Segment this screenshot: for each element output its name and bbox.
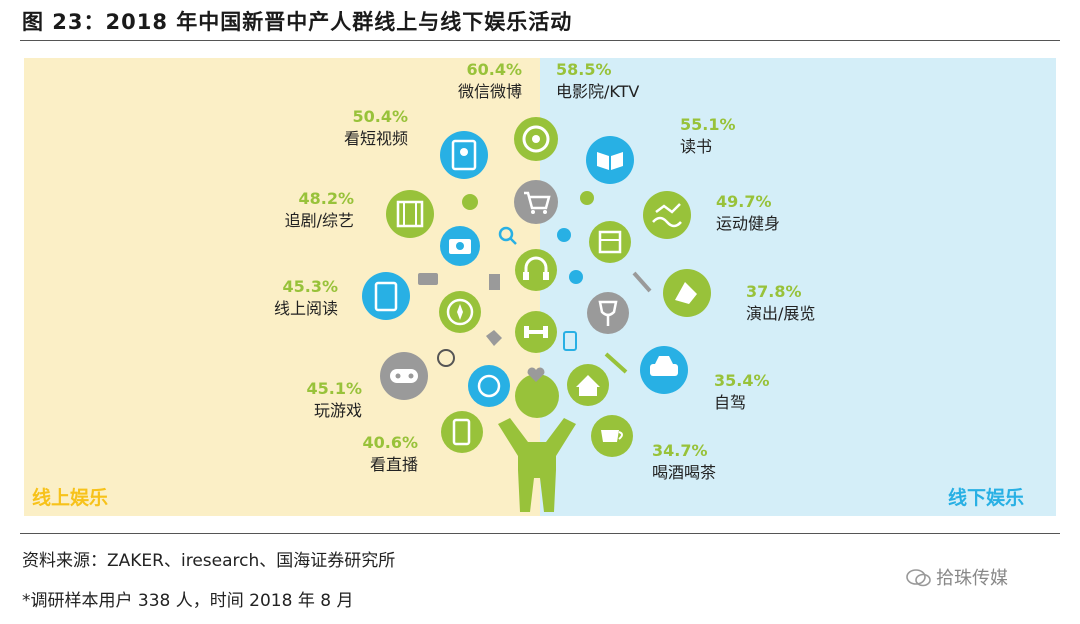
dumbbell-icon xyxy=(515,311,557,353)
phone-live-icon xyxy=(441,411,483,453)
video-contact-icon xyxy=(440,131,488,179)
gamepad-icon xyxy=(380,352,428,400)
stat-label: 玩游戏 xyxy=(313,401,362,420)
online-panel-label: 线上娱乐 xyxy=(32,487,109,509)
wechat-icon xyxy=(906,569,931,587)
title-divider xyxy=(20,40,1060,41)
stat-value: 45.1% xyxy=(306,379,362,398)
stat-online-games: 45.1% 玩游戏 xyxy=(262,378,362,422)
disc-icon xyxy=(569,270,583,284)
guitar-icon xyxy=(604,352,628,374)
stat-online-live: 40.6% 看直播 xyxy=(316,432,418,476)
stat-value: 55.1% xyxy=(680,115,736,134)
watermark: 拾珠传媒 xyxy=(906,564,1008,590)
camera-icon xyxy=(440,226,480,266)
phone-small-icon xyxy=(563,331,577,351)
stat-offline-selfdrive: 35.4% 自驾 xyxy=(714,370,804,414)
film-icon xyxy=(386,190,434,238)
stat-label: 线上阅读 xyxy=(273,299,338,318)
cart-icon xyxy=(514,180,558,224)
target-icon xyxy=(514,117,558,161)
stat-offline-cinema: 58.5% 电影院/KTV xyxy=(556,59,686,103)
source-note: 资料来源：ZAKER、iresearch、国海证券研究所 xyxy=(22,551,396,571)
building-icon xyxy=(589,221,631,263)
clock-icon xyxy=(437,349,455,367)
clipboard-icon xyxy=(489,274,500,290)
stat-label: 看短视频 xyxy=(343,129,408,148)
stat-offline-drinks: 34.7% 喝酒喝茶 xyxy=(652,440,752,484)
stat-online-weibo: 60.4% 微信微博 xyxy=(430,59,522,103)
stat-label: 看直播 xyxy=(369,455,418,474)
ball-icon xyxy=(462,194,478,210)
stat-offline-fitness: 49.7% 运动健身 xyxy=(716,191,816,235)
bus-icon xyxy=(418,273,438,285)
headphones-icon xyxy=(515,249,557,291)
stat-value: 60.4% xyxy=(466,60,522,79)
figure-title: 图 23：2018 年中国新晋中产人群线上与线下娱乐活动 xyxy=(22,10,573,34)
stat-value: 58.5% xyxy=(556,60,612,79)
show-icon xyxy=(663,269,711,317)
stat-online-shortvideo: 50.4% 看短视频 xyxy=(300,106,408,150)
source-divider xyxy=(20,533,1060,534)
car-icon xyxy=(640,346,688,394)
stat-label: 演出/展览 xyxy=(746,304,816,323)
stat-value: 48.2% xyxy=(298,189,354,208)
dining-icon xyxy=(468,365,510,407)
person-figure-icon xyxy=(498,374,576,512)
stat-value: 45.3% xyxy=(282,277,338,296)
stat-value: 49.7% xyxy=(716,192,772,211)
offline-panel-label: 线下娱乐 xyxy=(948,487,1025,509)
stat-label: 电影院/KTV xyxy=(556,82,640,101)
tea-icon xyxy=(591,415,633,457)
stat-label: 喝酒喝茶 xyxy=(652,463,717,482)
stat-offline-show: 37.8% 演出/展览 xyxy=(746,281,856,325)
halfmoon-icon xyxy=(557,228,571,242)
stat-value: 34.7% xyxy=(652,441,708,460)
fitness-icon xyxy=(643,191,691,239)
stat-value: 50.4% xyxy=(352,107,408,126)
stat-value: 35.4% xyxy=(714,371,770,390)
stat-label: 自驾 xyxy=(714,393,747,412)
home-icon xyxy=(567,364,609,406)
watermark-text: 拾珠传媒 xyxy=(936,568,1008,589)
stat-label: 微信微博 xyxy=(457,82,522,101)
telescope-icon xyxy=(632,271,652,293)
stat-online-drama: 48.2% 追剧/综艺 xyxy=(236,188,354,232)
magnifier-icon xyxy=(498,226,517,245)
stat-label: 运动健身 xyxy=(716,214,781,233)
planet-icon xyxy=(580,191,594,205)
book-icon xyxy=(586,136,634,184)
stat-online-reading: 45.3% 线上阅读 xyxy=(230,276,338,320)
stat-value: 40.6% xyxy=(362,433,418,452)
wine-icon xyxy=(587,292,629,334)
compass-icon xyxy=(439,291,481,333)
heart-icon xyxy=(527,367,545,382)
stat-label: 读书 xyxy=(680,137,713,156)
sample-footnote: *调研样本用户 338 人，时间 2018 年 8 月 xyxy=(22,591,354,611)
tag-icon xyxy=(486,330,502,346)
stat-value: 37.8% xyxy=(746,282,802,301)
stat-label: 追剧/综艺 xyxy=(284,211,354,230)
stat-offline-reading: 55.1% 读书 xyxy=(680,114,770,158)
tablet-icon xyxy=(362,272,410,320)
